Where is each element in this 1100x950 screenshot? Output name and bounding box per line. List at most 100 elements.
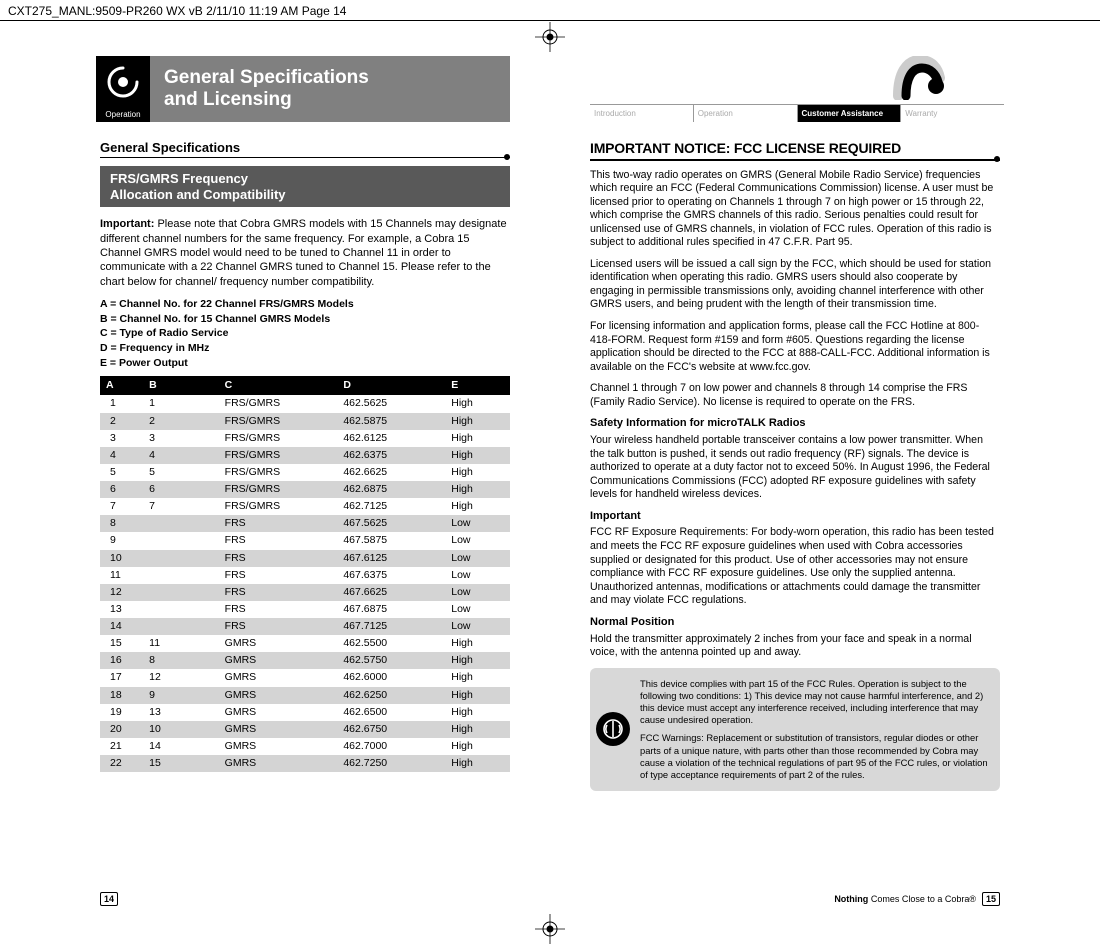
table-cell: 462.7000 — [337, 738, 445, 755]
table-cell: FRS/GMRS — [219, 395, 338, 412]
table-cell — [143, 567, 219, 584]
table-cell: High — [445, 755, 510, 772]
footer-tagline-rest: Comes Close to a Cobra® — [868, 894, 976, 904]
table-cell — [143, 601, 219, 618]
table-row: 8FRS467.5625Low — [100, 515, 510, 532]
table-cell: 18 — [100, 687, 143, 704]
table-cell — [143, 618, 219, 635]
frequency-table: ABCDE 11FRS/GMRS462.5625High22FRS/GMRS46… — [100, 376, 510, 772]
table-cell: 6 — [143, 481, 219, 498]
prepress-slug: CXT275_MANL:9509-PR260 WX vB 2/11/10 11:… — [0, 0, 354, 22]
table-cell: 1 — [100, 395, 143, 412]
table-cell: 462.7250 — [337, 755, 445, 772]
table-cell: High — [445, 464, 510, 481]
table-cell: FRS — [219, 550, 338, 567]
table-body: 11FRS/GMRS462.5625High22FRS/GMRS462.5875… — [100, 395, 510, 772]
tab-warranty: Warranty — [901, 104, 1004, 122]
table-cell: 22 — [100, 755, 143, 772]
table-cell: FRS/GMRS — [219, 498, 338, 515]
tab-operation: Operation — [694, 104, 798, 122]
table-cell: High — [445, 652, 510, 669]
banner-title-l1: General Specifications — [164, 67, 510, 89]
table-header-row: ABCDE — [100, 376, 510, 395]
fcc-callout-box: This device complies with part 15 of the… — [590, 668, 1000, 792]
table-cell: FRS/GMRS — [219, 413, 338, 430]
table-cell: 467.6125 — [337, 550, 445, 567]
table-cell: 13 — [100, 601, 143, 618]
table-cell: High — [445, 413, 510, 430]
legend-line: E = Power Output — [100, 356, 510, 371]
table-cell: Low — [445, 532, 510, 549]
table-cell: 2 — [143, 413, 219, 430]
table-cell: Low — [445, 618, 510, 635]
page-spread: Operation General Specifications and Lic… — [0, 56, 1100, 926]
table-cell: 462.6125 — [337, 430, 445, 447]
table-cell: 462.5750 — [337, 652, 445, 669]
fcc-p1: This two-way radio operates on GMRS (Gen… — [590, 169, 1000, 250]
normal-p: Hold the transmitter approximately 2 inc… — [590, 633, 1000, 660]
important-label: Important: — [100, 218, 154, 230]
table-cell: Low — [445, 584, 510, 601]
callout-p1: This device complies with part 15 of the… — [640, 678, 990, 727]
table-row: 33FRS/GMRS462.6125High — [100, 430, 510, 447]
table-cell: High — [445, 669, 510, 686]
heading-normal-position: Normal Position — [590, 616, 1000, 630]
section-heading-text: General Specifications — [100, 140, 240, 155]
heading-safety: Safety Information for microTALK Radios — [590, 417, 1000, 431]
chapter-banner: Operation General Specifications and Lic… — [96, 56, 510, 122]
table-cell: 13 — [143, 704, 219, 721]
registration-mark-top — [535, 22, 565, 52]
table-cell: GMRS — [219, 669, 338, 686]
fcc-p2: Licensed users will be issued a call sig… — [590, 258, 1000, 312]
table-cell: Low — [445, 550, 510, 567]
table-cell: 7 — [143, 498, 219, 515]
legend-line: B = Channel No. for 15 Channel GMRS Mode… — [100, 312, 510, 327]
table-cell: 462.6625 — [337, 464, 445, 481]
table-row: 14FRS467.7125Low — [100, 618, 510, 635]
table-cell: FRS — [219, 584, 338, 601]
table-cell: 467.5625 — [337, 515, 445, 532]
table-cell: 462.6000 — [337, 669, 445, 686]
table-row: 22FRS/GMRS462.5875High — [100, 413, 510, 430]
table-cell: High — [445, 498, 510, 515]
table-cell: Low — [445, 567, 510, 584]
table-cell: 3 — [143, 430, 219, 447]
tab-introduction: Introduction — [590, 104, 694, 122]
table-cell: 16 — [100, 652, 143, 669]
table-cell: FRS/GMRS — [219, 464, 338, 481]
table-cell: 10 — [100, 550, 143, 567]
table-cell: High — [445, 687, 510, 704]
table-cell: 9 — [143, 687, 219, 704]
table-cell: 14 — [143, 738, 219, 755]
table-row: 77FRS/GMRS462.7125High — [100, 498, 510, 515]
footer-tagline: Nothing Comes Close to a Cobra® — [834, 894, 976, 904]
table-cell: High — [445, 721, 510, 738]
table-col-B: B — [143, 376, 219, 395]
table-cell: FRS — [219, 532, 338, 549]
table-cell: FRS/GMRS — [219, 430, 338, 447]
table-cell: Low — [445, 515, 510, 532]
banner-tab: Operation — [96, 56, 150, 122]
table-col-C: C — [219, 376, 338, 395]
table-cell: 19 — [100, 704, 143, 721]
cobra-logo-icon — [892, 56, 952, 104]
left-page-footer: 14 — [100, 892, 118, 906]
legend-line: D = Frequency in MHz — [100, 341, 510, 356]
callout-p2: FCC Warnings: Replacement or substitutio… — [640, 732, 990, 781]
table-cell: 15 — [100, 635, 143, 652]
notice-icon — [596, 712, 630, 746]
table-cell: FRS — [219, 601, 338, 618]
table-cell: High — [445, 738, 510, 755]
table-row: 1913GMRS462.6500High — [100, 704, 510, 721]
table-cell: FRS — [219, 618, 338, 635]
table-cell: GMRS — [219, 652, 338, 669]
table-cell: 467.6875 — [337, 601, 445, 618]
table-cell: 20 — [100, 721, 143, 738]
table-cell: 462.6500 — [337, 704, 445, 721]
table-cell: 9 — [100, 532, 143, 549]
table-row: 168GMRS462.5750High — [100, 652, 510, 669]
table-cell: 1 — [143, 395, 219, 412]
table-cell: 12 — [143, 669, 219, 686]
footer-tagline-bold: Nothing — [834, 894, 868, 904]
table-row: 55FRS/GMRS462.6625High — [100, 464, 510, 481]
